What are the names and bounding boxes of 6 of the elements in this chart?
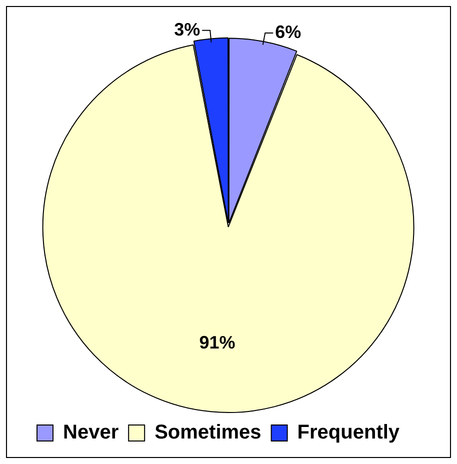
legend-label: Never	[63, 422, 119, 444]
data-label: 91%	[199, 332, 236, 353]
data-label: 3%	[174, 19, 200, 40]
legend-label: Sometimes	[154, 422, 262, 444]
legend-label: Frequently	[297, 422, 400, 444]
data-label: 6%	[275, 22, 302, 42]
